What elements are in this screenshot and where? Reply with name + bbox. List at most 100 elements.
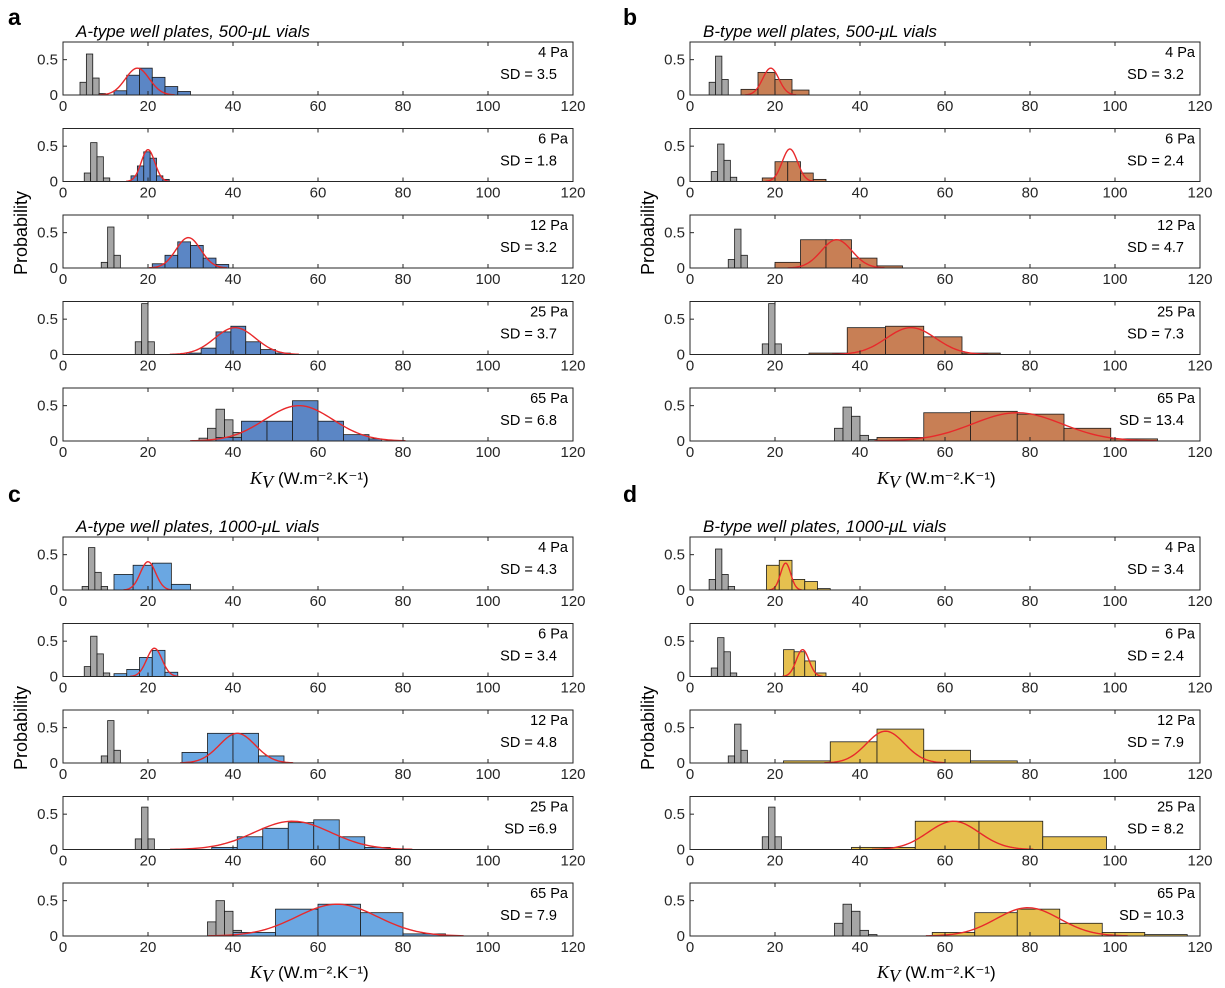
panel-letter: d bbox=[623, 481, 637, 507]
control-bar bbox=[90, 142, 98, 182]
y-tick-label: 0.5 bbox=[37, 398, 58, 415]
control-bar bbox=[774, 836, 782, 850]
x-tick-label: 60 bbox=[310, 444, 327, 461]
x-tick-label: 120 bbox=[1187, 271, 1212, 288]
x-tick-label: 40 bbox=[225, 358, 242, 375]
data-bar bbox=[778, 559, 793, 591]
x-tick-label: 20 bbox=[140, 766, 157, 783]
pressure-label: 25 Pa bbox=[530, 305, 569, 321]
control-bar bbox=[224, 910, 234, 937]
x-tick-label: 40 bbox=[225, 766, 242, 783]
subplot-a-3: 0 20 40 60 80 100 120 0 0.5 12 Pa SD = 3.2 bbox=[37, 214, 586, 288]
x-tick-label: 80 bbox=[395, 98, 412, 115]
fit-curve bbox=[871, 820, 1034, 851]
y-tick-label: 0.5 bbox=[37, 720, 58, 737]
x-tick-label: 40 bbox=[852, 444, 869, 461]
y-tick-label: 0 bbox=[50, 260, 58, 277]
x-tick-label: 0 bbox=[686, 939, 694, 956]
x-tick-label: 100 bbox=[1102, 939, 1127, 956]
fit-curve bbox=[874, 412, 1158, 442]
x-tick-label: 0 bbox=[59, 444, 67, 461]
y-tick-label: 0 bbox=[50, 347, 58, 364]
x-tick-label: 20 bbox=[140, 444, 157, 461]
x-tick-label: 60 bbox=[937, 766, 954, 783]
control-bar bbox=[768, 303, 776, 355]
fit-curve bbox=[126, 149, 170, 183]
x-tick-label: 40 bbox=[225, 98, 242, 115]
pressure-label: 25 Pa bbox=[530, 800, 569, 816]
data-bar bbox=[829, 741, 878, 764]
control-bar bbox=[141, 806, 149, 850]
control-bar bbox=[834, 922, 844, 937]
x-tick-label: 120 bbox=[1187, 358, 1212, 375]
sd-label: SD = 7.3 bbox=[1127, 327, 1184, 343]
fit-curve bbox=[765, 148, 814, 183]
pressure-label: 6 Pa bbox=[538, 627, 569, 643]
panel-title: A-type well plates, 500-μL vials bbox=[75, 22, 310, 41]
y-tick-label: 0.5 bbox=[37, 225, 58, 242]
x-tick-label: 80 bbox=[1022, 939, 1039, 956]
control-bar bbox=[851, 415, 861, 442]
fit-curve bbox=[832, 326, 989, 356]
x-tick-label: 40 bbox=[852, 853, 869, 870]
control-bar bbox=[79, 81, 87, 96]
control-bar bbox=[721, 574, 729, 591]
pressure-label: 6 Pa bbox=[1165, 627, 1196, 643]
data-bar bbox=[974, 912, 1018, 937]
control-bar bbox=[96, 653, 104, 677]
x-tick-label: 40 bbox=[225, 939, 242, 956]
x-tick-label: 100 bbox=[475, 593, 500, 610]
data-bar bbox=[232, 732, 259, 764]
data-bar bbox=[113, 90, 128, 96]
sd-label: SD = 2.4 bbox=[1127, 649, 1184, 665]
sd-label: SD = 7.9 bbox=[1127, 735, 1184, 751]
x-axis-label-subscript: V bbox=[262, 472, 275, 492]
y-tick-label: 0.5 bbox=[664, 52, 685, 69]
x-tick-label: 80 bbox=[1022, 271, 1039, 288]
x-tick-label: 80 bbox=[1022, 185, 1039, 202]
x-tick-label: 20 bbox=[767, 939, 784, 956]
x-tick-label: 120 bbox=[560, 358, 585, 375]
x-tick-label: 120 bbox=[1187, 98, 1212, 115]
x-tick-label: 100 bbox=[1102, 98, 1127, 115]
subplot-b-2: 0 20 40 60 80 100 120 0 0.5 6 Pa SD = 2.4 bbox=[664, 128, 1213, 202]
y-tick-label: 0 bbox=[677, 433, 685, 450]
sd-label: SD = 6.8 bbox=[500, 413, 557, 429]
sd-label: SD = 3.2 bbox=[1127, 67, 1184, 83]
axes-box bbox=[62, 709, 574, 764]
panel-a: a A-type well plates, 500-μL vials Probabi… bbox=[8, 4, 586, 492]
control-bar bbox=[859, 929, 869, 937]
control-bar bbox=[761, 343, 770, 355]
x-tick-label: 40 bbox=[225, 680, 242, 697]
data-bar bbox=[245, 341, 262, 355]
x-tick-label: 100 bbox=[1102, 185, 1127, 202]
axes-box bbox=[689, 128, 1201, 182]
x-tick-label: 0 bbox=[59, 271, 67, 288]
fit-curve bbox=[170, 820, 413, 851]
sd-label: SD = 1.8 bbox=[500, 154, 557, 170]
x-tick-label: 100 bbox=[1102, 358, 1127, 375]
control-bar bbox=[100, 586, 109, 591]
fit-curve bbox=[207, 903, 464, 937]
y-tick-label: 0 bbox=[677, 87, 685, 104]
y-tick-label: 0 bbox=[677, 347, 685, 364]
x-tick-label: 20 bbox=[140, 939, 157, 956]
x-tick-label: 60 bbox=[310, 680, 327, 697]
x-tick-label: 100 bbox=[475, 939, 500, 956]
data-bar bbox=[266, 420, 293, 442]
control-bar bbox=[81, 586, 89, 591]
data-bar bbox=[143, 151, 151, 182]
sd-label: SD = 2.4 bbox=[1127, 154, 1184, 170]
y-tick-label: 0.5 bbox=[37, 633, 58, 650]
x-tick-label: 40 bbox=[852, 939, 869, 956]
y-tick-label: 0.5 bbox=[664, 806, 685, 823]
panel-letter: a bbox=[8, 4, 21, 30]
subplot-a-4: 0 20 40 60 80 100 120 0 0.5 25 Pa SD = 3.7 bbox=[37, 301, 586, 375]
y-axis-label: Probability bbox=[11, 191, 31, 275]
data-bar bbox=[783, 649, 795, 677]
x-tick-label: 100 bbox=[475, 444, 500, 461]
x-tick-label: 0 bbox=[686, 853, 694, 870]
control-bar bbox=[100, 755, 109, 764]
pressure-label: 25 Pa bbox=[1157, 800, 1196, 816]
